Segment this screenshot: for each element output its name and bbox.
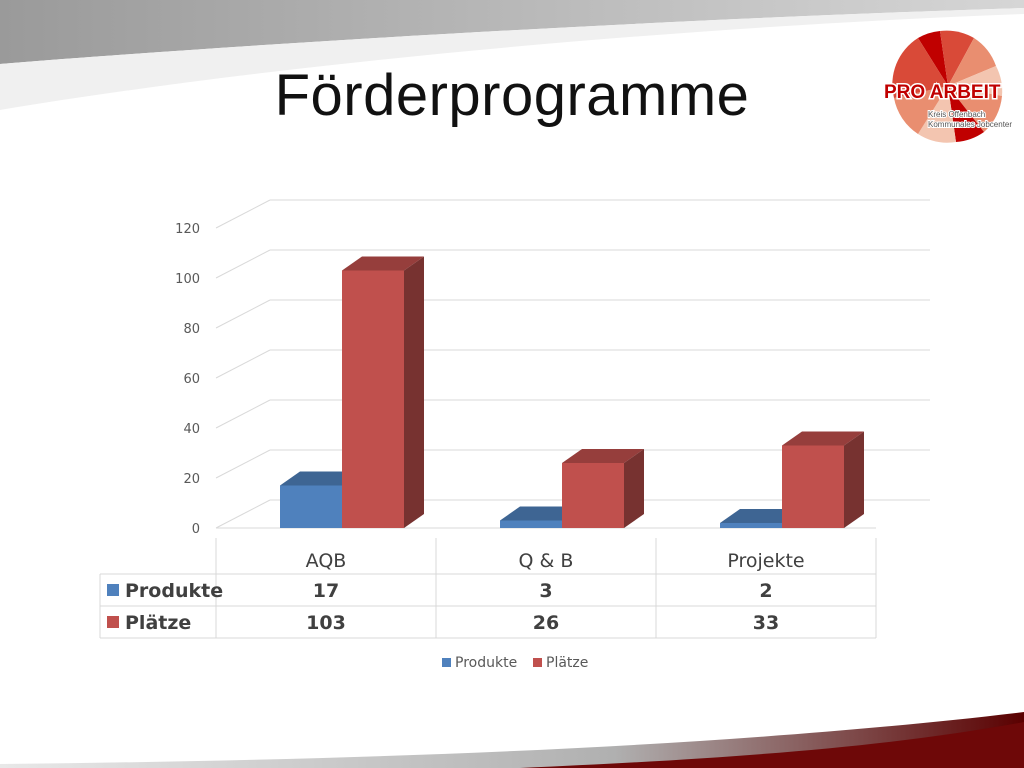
table-legend-key (107, 584, 119, 596)
bar-side (624, 449, 644, 528)
bar-produkte-0 (280, 471, 362, 528)
table-cell: 2 (759, 580, 772, 602)
y-tick-label: 60 (183, 372, 200, 387)
table-row-label: Plätze (125, 612, 191, 634)
logo-line2: Kommunales Jobcenter (928, 120, 1012, 129)
table-cell: 17 (313, 580, 339, 602)
table-row-label: Produkte (125, 580, 223, 602)
gridline-side (215, 499, 271, 529)
bar-front (280, 485, 342, 528)
bar-front (500, 520, 562, 528)
bar-plätze-2 (782, 431, 864, 528)
bar-top (342, 256, 424, 271)
bar-front (782, 445, 844, 528)
y-tick-label: 40 (183, 422, 200, 437)
table-cell: 33 (753, 612, 779, 634)
bar-front (720, 523, 782, 528)
data-table: AQB Q & B Projekte Produkte 17 3 2 Plätze 103 26 3… (99, 538, 877, 639)
legend-label: Produkte (455, 655, 517, 671)
bar-side (404, 256, 424, 528)
gridline-side (215, 449, 271, 479)
y-tick-label: 100 (175, 272, 200, 287)
pro-arbeit-logo: PRO ARBEIT Kreis Offenbach Kommunales Jo… (883, 30, 1013, 143)
gridline-side (215, 249, 271, 279)
bar-front (342, 270, 404, 528)
legend-label: Plätze (546, 655, 588, 671)
gridline-side (215, 399, 271, 429)
bar-top (720, 509, 802, 523)
category-label: Q & B (519, 550, 574, 572)
bottom-swoosh-dark (520, 722, 1024, 768)
table-legend-key (107, 616, 119, 628)
gridline-side (215, 199, 271, 229)
bar-side (844, 431, 864, 528)
y-tick-label: 20 (183, 472, 200, 487)
y-tick-label: 120 (175, 222, 200, 237)
y-tick-label: 80 (183, 322, 200, 337)
y-tick-label: 0 (192, 522, 200, 537)
logo-name: PRO ARBEIT (884, 82, 1001, 103)
table-cell: 26 (533, 612, 559, 634)
chart-bars (280, 256, 864, 528)
category-label: AQB (306, 550, 347, 572)
legend-key (533, 658, 542, 667)
gridline-side (215, 299, 271, 329)
table-cell: 3 (539, 580, 552, 602)
y-axis-ticks: 0 20 40 60 80 100 120 (175, 222, 200, 537)
bar-front (562, 463, 624, 528)
top-swoosh (0, 0, 1024, 64)
chart-legend: Produkte Plätze (442, 655, 588, 671)
top-swoosh-light (0, 8, 1024, 110)
category-label: Projekte (727, 550, 804, 572)
bar-top (500, 506, 582, 521)
table-cell: 103 (306, 612, 346, 634)
gridline-side (215, 349, 271, 379)
bar-top (280, 471, 362, 486)
bar-plätze-1 (562, 449, 644, 528)
bar-plätze-0 (342, 256, 424, 528)
logo-line1: Kreis Offenbach (928, 110, 985, 119)
slide-title: Förderprogramme (274, 63, 750, 128)
bar-top (562, 449, 644, 463)
legend-key (442, 658, 451, 667)
bar-top (782, 431, 864, 446)
